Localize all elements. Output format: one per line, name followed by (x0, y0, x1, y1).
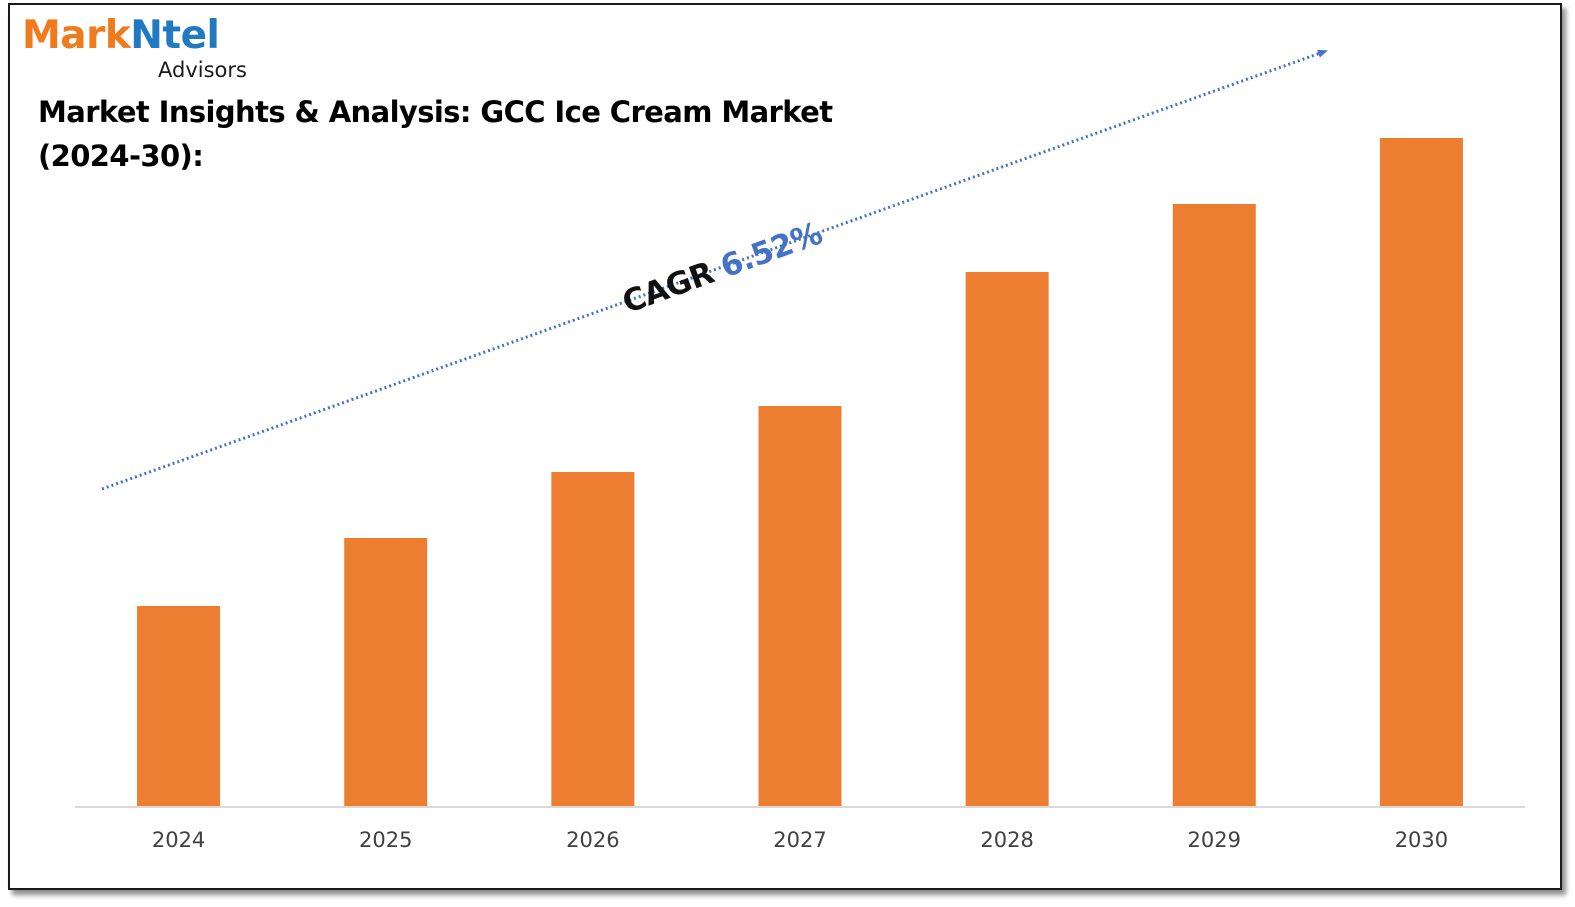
bar-2028 (965, 272, 1049, 806)
logo-wordmark: MarkNtel (22, 12, 220, 60)
x-tick-labels: 2024 2025 2026 2027 2028 2029 2030 (152, 828, 1448, 852)
chart-title: Market Insights & Analysis: GCC Ice Crea… (38, 95, 833, 173)
bar-2025 (344, 538, 428, 806)
bar-2026 (551, 472, 635, 806)
logo-wordmark-mark: Mark (22, 13, 131, 58)
logo-wordmark-ntel: Ntel (130, 13, 220, 58)
bar-2029 (1172, 204, 1256, 806)
bars-group (137, 138, 1463, 806)
logo-subtitle: Advisors (158, 58, 247, 82)
bar-2024 (137, 606, 221, 806)
x-tick-label: 2028 (980, 828, 1033, 852)
x-tick-label: 2026 (566, 828, 619, 852)
logo: MarkNtel Advisors (22, 12, 272, 84)
x-tick-label: 2025 (359, 828, 412, 852)
bar-2027 (758, 406, 842, 806)
trend-arrow (101, 49, 1328, 491)
x-tick-label: 2029 (1188, 828, 1241, 852)
bar-2030 (1379, 138, 1463, 806)
x-tick-label: 2030 (1395, 828, 1448, 852)
x-tick-label: 2027 (773, 828, 826, 852)
x-tick-label: 2024 (152, 828, 205, 852)
